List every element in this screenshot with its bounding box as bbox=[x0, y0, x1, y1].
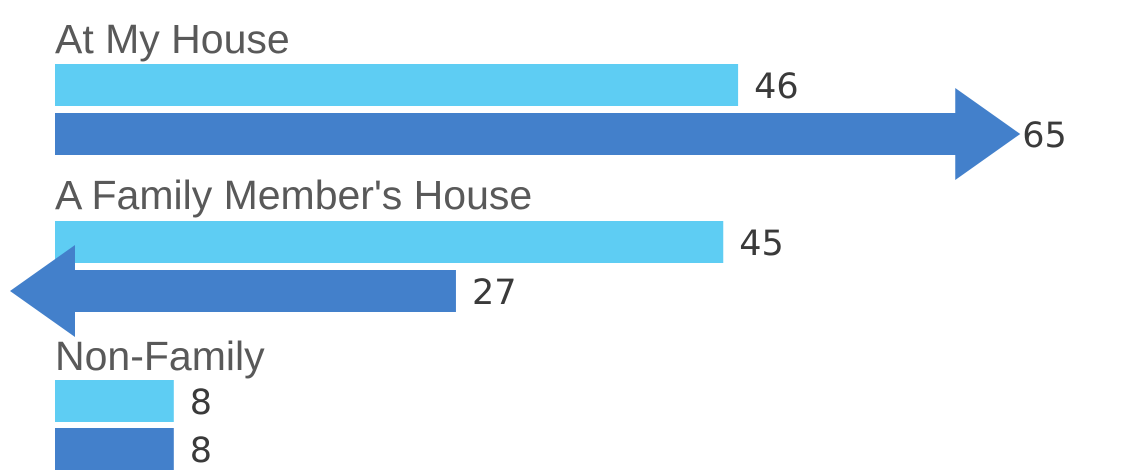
value-label-family-member-house-series-2: 27 bbox=[472, 273, 517, 313]
value-label-at-my-house-series-1: 46 bbox=[754, 67, 799, 107]
value-label-non-family-series-1: 8 bbox=[190, 383, 212, 423]
category-label-at-my-house: At My House bbox=[55, 16, 290, 62]
bars-group bbox=[10, 64, 1021, 470]
category-labels: At My House A Family Member's House Non-… bbox=[55, 16, 532, 379]
bar-non-family-series-1 bbox=[55, 380, 174, 422]
bar-family-member-house-series-1 bbox=[55, 221, 724, 263]
category-label-family-member-house: A Family Member's House bbox=[55, 172, 532, 218]
value-label-family-member-house-series-1: 45 bbox=[739, 224, 784, 264]
bar-non-family-series-2 bbox=[55, 428, 174, 470]
category-label-non-family: Non-Family bbox=[55, 333, 265, 379]
bar-at-my-house-series-2 bbox=[55, 88, 1021, 180]
value-label-at-my-house-series-2: 65 bbox=[1022, 116, 1067, 156]
value-label-non-family-series-2: 8 bbox=[190, 431, 212, 471]
value-labels: 46 65 45 27 8 8 bbox=[190, 67, 1067, 471]
bar-at-my-house-series-1 bbox=[55, 64, 739, 106]
bar-family-member-house-series-2 bbox=[10, 245, 456, 337]
